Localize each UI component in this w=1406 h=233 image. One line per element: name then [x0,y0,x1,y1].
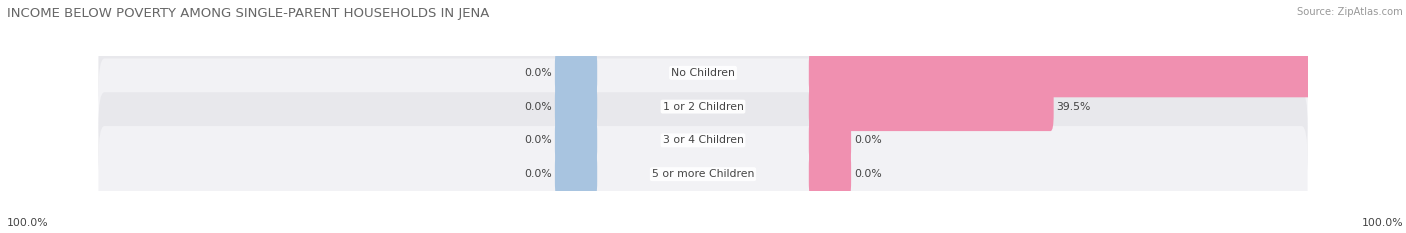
FancyBboxPatch shape [555,82,598,131]
Text: 0.0%: 0.0% [524,68,551,78]
FancyBboxPatch shape [98,92,1308,188]
Text: 5 or more Children: 5 or more Children [652,169,754,179]
FancyBboxPatch shape [98,126,1308,222]
Text: 100.0%: 100.0% [1361,218,1403,228]
Text: 3 or 4 Children: 3 or 4 Children [662,135,744,145]
FancyBboxPatch shape [808,82,1053,131]
Text: 100.0%: 100.0% [7,218,49,228]
Text: No Children: No Children [671,68,735,78]
Text: 39.5%: 39.5% [1057,102,1091,112]
Text: INCOME BELOW POVERTY AMONG SINGLE-PARENT HOUSEHOLDS IN JENA: INCOME BELOW POVERTY AMONG SINGLE-PARENT… [7,7,489,20]
FancyBboxPatch shape [555,116,598,165]
Text: 0.0%: 0.0% [524,169,551,179]
FancyBboxPatch shape [808,150,851,199]
Text: 0.0%: 0.0% [524,135,551,145]
FancyBboxPatch shape [98,58,1308,155]
FancyBboxPatch shape [808,116,851,165]
Text: 1 or 2 Children: 1 or 2 Children [662,102,744,112]
FancyBboxPatch shape [98,25,1308,121]
Text: 0.0%: 0.0% [855,135,882,145]
Text: 0.0%: 0.0% [855,169,882,179]
FancyBboxPatch shape [808,48,1406,97]
FancyBboxPatch shape [555,48,598,97]
Text: Source: ZipAtlas.com: Source: ZipAtlas.com [1298,7,1403,17]
FancyBboxPatch shape [555,150,598,199]
Text: 0.0%: 0.0% [524,102,551,112]
